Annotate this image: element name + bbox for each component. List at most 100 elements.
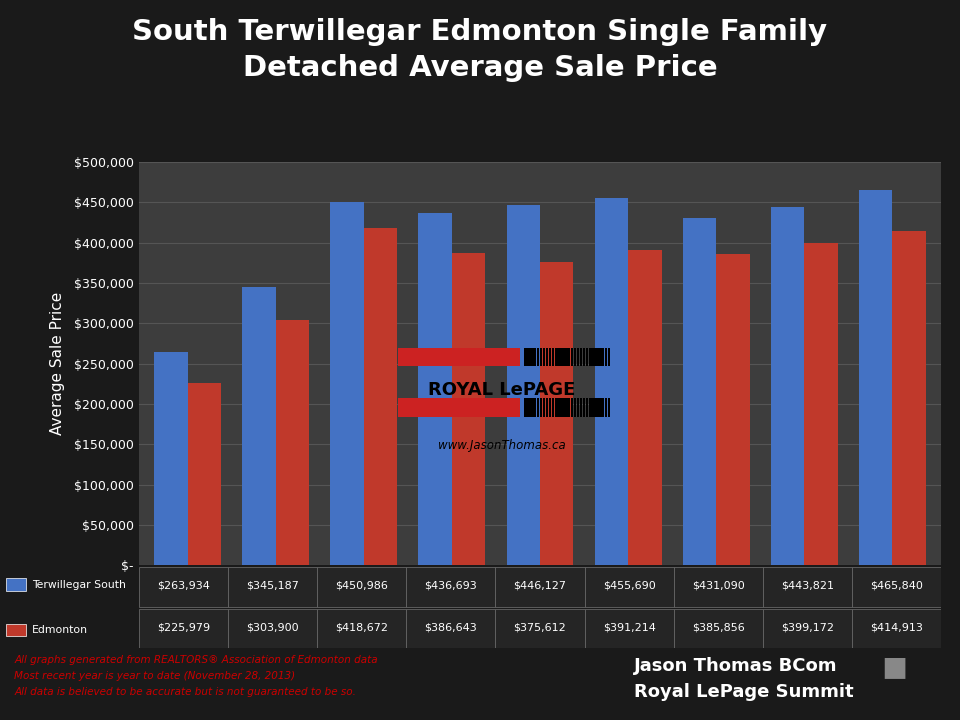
Text: $399,172: $399,172 <box>780 622 833 632</box>
Bar <box>605 398 607 417</box>
Bar <box>546 398 548 417</box>
Bar <box>762 608 852 648</box>
Bar <box>534 348 536 366</box>
Text: $436,693: $436,693 <box>424 581 477 591</box>
Bar <box>537 398 539 417</box>
Bar <box>574 348 576 366</box>
Text: $345,187: $345,187 <box>247 581 300 591</box>
Text: $263,934: $263,934 <box>157 581 210 591</box>
Bar <box>542 398 545 417</box>
Text: $391,214: $391,214 <box>603 622 656 632</box>
Text: $386,643: $386,643 <box>424 622 477 632</box>
Text: South Terwillegar Edmonton Single Family: South Terwillegar Edmonton Single Family <box>132 18 828 46</box>
Bar <box>594 198 628 565</box>
Bar <box>406 608 495 648</box>
Bar <box>592 398 594 417</box>
Bar <box>583 398 586 417</box>
Text: Most recent year is year to date (November 28, 2013): Most recent year is year to date (Novemb… <box>14 671 296 681</box>
Bar <box>139 567 228 606</box>
Text: www.JasonThomas.ca: www.JasonThomas.ca <box>438 439 565 452</box>
Bar <box>570 348 573 366</box>
Bar <box>602 348 604 366</box>
X-axis label: Average Sale Price: Average Sale Price <box>475 592 605 606</box>
Bar <box>6 624 27 636</box>
Bar <box>540 348 542 366</box>
Text: $225,979: $225,979 <box>157 622 210 632</box>
Text: ▪: ▪ <box>880 645 909 687</box>
Text: Edmonton: Edmonton <box>32 625 88 635</box>
Bar <box>592 348 594 366</box>
Text: ROYAL LePAGE: ROYAL LePAGE <box>428 382 575 399</box>
Bar <box>318 608 406 648</box>
Bar <box>585 608 674 648</box>
Bar <box>558 398 561 417</box>
Bar <box>540 262 573 565</box>
Bar <box>567 348 570 366</box>
Text: $443,821: $443,821 <box>780 581 833 591</box>
Bar <box>674 608 762 648</box>
Bar <box>507 205 540 565</box>
Bar <box>419 213 452 565</box>
Bar <box>524 348 527 366</box>
Bar <box>187 383 221 565</box>
Bar <box>564 348 566 366</box>
Bar <box>771 207 804 565</box>
Bar <box>406 567 495 606</box>
Text: $455,690: $455,690 <box>603 581 656 591</box>
Bar <box>595 348 598 366</box>
Y-axis label: Average Sale Price: Average Sale Price <box>50 292 65 435</box>
Bar <box>683 217 716 565</box>
Bar <box>549 348 551 366</box>
Bar <box>6 578 27 591</box>
Bar <box>537 348 539 366</box>
Text: $385,856: $385,856 <box>692 622 745 632</box>
Text: All data is believed to be accurate but is not guaranteed to be so.: All data is believed to be accurate but … <box>14 687 356 697</box>
Bar <box>530 398 533 417</box>
Bar <box>762 567 852 606</box>
Bar <box>527 398 530 417</box>
Bar <box>549 398 551 417</box>
Bar <box>589 348 591 366</box>
Bar <box>605 348 607 366</box>
Bar <box>586 348 588 366</box>
Bar <box>859 189 893 565</box>
Bar <box>397 398 519 417</box>
Bar <box>552 398 555 417</box>
Bar <box>534 398 536 417</box>
Bar <box>564 398 566 417</box>
Bar <box>608 348 611 366</box>
Bar <box>585 567 674 606</box>
Bar <box>542 348 545 366</box>
Bar <box>674 567 762 606</box>
Bar <box>595 398 598 417</box>
Bar <box>570 398 573 417</box>
Text: $414,913: $414,913 <box>870 622 923 632</box>
Text: $375,612: $375,612 <box>514 622 566 632</box>
Bar <box>540 398 542 417</box>
Bar <box>574 398 576 417</box>
Bar <box>628 250 661 565</box>
Bar <box>577 348 579 366</box>
Bar <box>155 352 187 565</box>
Text: Royal LePage Summit: Royal LePage Summit <box>634 683 853 701</box>
Bar <box>530 348 533 366</box>
Bar <box>558 348 561 366</box>
Bar <box>893 230 925 565</box>
Bar <box>546 348 548 366</box>
Text: Jason Thomas BCom: Jason Thomas BCom <box>634 657 837 675</box>
Text: Terwillegar South: Terwillegar South <box>32 580 126 590</box>
Bar <box>562 398 564 417</box>
Bar <box>397 348 519 366</box>
Bar <box>527 348 530 366</box>
Bar <box>562 348 564 366</box>
Bar <box>580 398 583 417</box>
Bar <box>276 320 309 565</box>
Bar <box>598 398 601 417</box>
Text: $303,900: $303,900 <box>247 622 300 632</box>
Text: $418,672: $418,672 <box>335 622 389 632</box>
Bar <box>589 398 591 417</box>
Bar <box>555 398 558 417</box>
Bar <box>555 348 558 366</box>
Bar <box>495 608 585 648</box>
Bar <box>577 398 579 417</box>
